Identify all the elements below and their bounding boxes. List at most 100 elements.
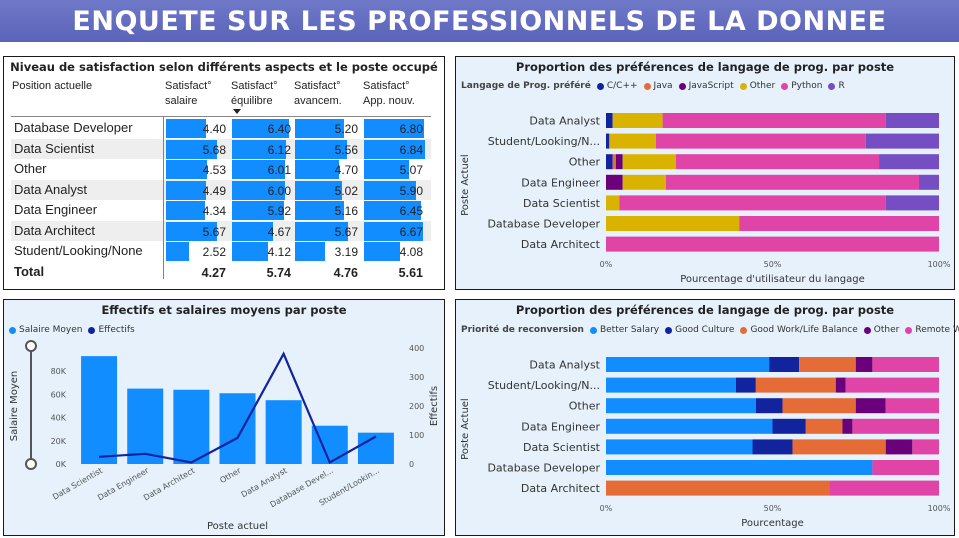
bar-segment-good-culture[interactable] xyxy=(769,357,800,372)
sort-arrow-icon[interactable] xyxy=(233,109,241,114)
bar-segment-other[interactable] xyxy=(855,357,873,372)
bar-segment-python[interactable] xyxy=(665,174,920,190)
cell-value: 4.70 xyxy=(334,163,358,177)
bar-segment-other[interactable] xyxy=(855,398,886,414)
column-header-satisfaction-balance[interactable]: Satisfact° équilibre xyxy=(231,80,278,107)
y-tick-label: 40K xyxy=(51,414,67,423)
headcount-line[interactable] xyxy=(99,351,377,465)
table-row[interactable]: Other 4.53 6.01 4.70 5.07 xyxy=(11,159,431,180)
legend-item-r[interactable]: R xyxy=(828,81,845,91)
legend-item-effectifs[interactable]: Effectifs xyxy=(88,325,135,335)
table-row[interactable]: Data Scientist 5.68 6.12 5.56 6.84 xyxy=(11,138,431,159)
bar-segment-python[interactable] xyxy=(662,113,886,128)
column-header-satisfaction-new-app[interactable]: Satisfact° App. nouv. xyxy=(363,80,415,107)
bar-segment-javascript[interactable] xyxy=(606,174,623,190)
legend-item-remote-work[interactable]: Remote Work xyxy=(905,325,959,335)
salary-bar[interactable] xyxy=(173,389,210,464)
bar-segment-c-c[interactable] xyxy=(606,113,613,128)
column-header-satisfaction-advancement[interactable]: Satisfact° avancem. xyxy=(294,80,342,107)
table-total-row[interactable]: Total 4.27 5.74 4.76 5.61 xyxy=(11,262,431,283)
bar-segment-other[interactable] xyxy=(612,113,663,128)
bar-segment-remote-work[interactable] xyxy=(852,418,939,434)
legend-item-python[interactable]: Python xyxy=(781,81,822,91)
bar-segment-r[interactable] xyxy=(865,133,939,149)
legend-item-java[interactable]: Java xyxy=(643,81,673,91)
bar-segment-python[interactable] xyxy=(655,133,866,149)
satisfaction-table-title: Niveau de satisfaction selon différents … xyxy=(10,60,438,74)
bar-segment-better-salary[interactable] xyxy=(606,357,770,372)
column-header-position[interactable]: Position actuelle xyxy=(12,80,93,92)
bar-segment-javascript[interactable] xyxy=(615,154,623,170)
legend-item-salaire-moyen[interactable]: Salaire Moyen xyxy=(9,325,82,335)
salary-bar[interactable] xyxy=(127,388,164,464)
table-row[interactable]: Database Developer 4.40 6.40 5.20 6.80 xyxy=(11,118,431,139)
bar-segment-r[interactable] xyxy=(885,113,939,128)
bar-segment-good-culture[interactable] xyxy=(752,439,793,455)
data-bar xyxy=(232,160,286,179)
bar-segment-good-work-life-balance[interactable] xyxy=(782,398,856,414)
legend-item-javascript[interactable]: JavaScript xyxy=(678,81,734,91)
table-cell: 5.07 xyxy=(364,160,426,179)
bar-segment-other[interactable] xyxy=(622,174,666,190)
bar-segment-python[interactable] xyxy=(606,236,939,252)
bar-segment-other[interactable] xyxy=(609,133,656,149)
legend-item-good-culture[interactable]: Good Culture xyxy=(665,325,734,335)
data-bar xyxy=(232,221,274,241)
data-bar xyxy=(364,221,424,241)
bar-segment-r[interactable] xyxy=(885,195,939,211)
bar-segment-other[interactable] xyxy=(622,154,676,170)
bar-segment-good-culture[interactable] xyxy=(735,377,756,393)
bar-segment-other[interactable] xyxy=(885,439,913,455)
bar-segment-better-salary[interactable] xyxy=(606,439,753,455)
bar-segment-r[interactable] xyxy=(879,154,939,170)
legend-item-c-c[interactable]: C/C++ xyxy=(596,81,638,91)
bar-segment-python[interactable] xyxy=(739,216,939,231)
bar-segment-c-c[interactable] xyxy=(606,154,613,170)
bar-segment-other[interactable] xyxy=(606,216,740,231)
data-bar xyxy=(166,180,207,200)
bar-segment-good-work-life-balance[interactable] xyxy=(755,377,836,393)
bar-segment-good-work-life-balance[interactable] xyxy=(792,439,886,455)
bar-segment-good-work-life-balance[interactable] xyxy=(805,418,843,434)
bar-segment-good-work-life-balance[interactable] xyxy=(799,357,856,372)
salary-bar[interactable] xyxy=(219,393,256,464)
bar-segment-remote-work[interactable] xyxy=(829,480,939,496)
legend-item-other[interactable]: Other xyxy=(863,325,899,335)
salary-bar[interactable] xyxy=(265,400,302,464)
bar-segment-other[interactable] xyxy=(835,377,846,393)
bar-segment-good-work-life-balance[interactable] xyxy=(606,480,830,496)
bar-segment-better-salary[interactable] xyxy=(606,377,736,393)
salary-bar[interactable] xyxy=(81,356,118,464)
column-header-satisfaction-salary[interactable]: Satisfact° salaire xyxy=(165,80,212,107)
range-slider-handle-top[interactable] xyxy=(25,340,37,352)
bar-segment-good-culture[interactable] xyxy=(772,418,806,434)
bar-segment-remote-work[interactable] xyxy=(872,460,939,475)
bar-segment-other[interactable] xyxy=(842,418,853,434)
salary-bar[interactable] xyxy=(357,432,394,464)
legend-item-better-salary[interactable]: Better Salary xyxy=(589,325,659,335)
bar-segment-python[interactable] xyxy=(619,195,886,211)
bar-segment-good-culture[interactable] xyxy=(755,398,783,414)
bar-segment-remote-work[interactable] xyxy=(872,357,939,372)
legend-item-good-work-life-balance[interactable]: Good Work/Life Balance xyxy=(740,325,858,335)
table-row[interactable]: Data Architect 5.67 4.67 5.67 6.67 xyxy=(11,220,431,241)
bar-segment-better-salary[interactable] xyxy=(606,398,756,414)
table-row[interactable]: Data Engineer 4.34 5.92 5.16 6.45 xyxy=(11,200,431,221)
bar-segment-remote-work[interactable] xyxy=(845,377,939,393)
bar-segment-remote-work[interactable] xyxy=(912,439,939,455)
bar-segment-python[interactable] xyxy=(675,154,880,170)
bar-segment-other[interactable] xyxy=(606,195,620,211)
bar-segment-better-salary[interactable] xyxy=(606,460,873,475)
range-slider-handle-bottom[interactable] xyxy=(25,458,37,470)
table-cell: 6.12 xyxy=(232,139,294,159)
legend-item-other[interactable]: Other xyxy=(739,81,775,91)
table-row[interactable]: Student/Looking/None 2.52 4.12 3.19 4.08 xyxy=(11,241,431,262)
bar-segment-java[interactable] xyxy=(612,154,616,170)
bar-segment-r[interactable] xyxy=(919,174,939,190)
bar-segment-remote-work[interactable] xyxy=(885,398,939,414)
bar-segment-c-c[interactable] xyxy=(606,133,610,149)
table-row[interactable]: Data Analyst 4.49 6.00 5.02 5.90 xyxy=(11,179,431,200)
bar-segment-better-salary[interactable] xyxy=(606,418,773,434)
category-label: Data Engineer xyxy=(521,420,600,433)
data-bar xyxy=(166,242,189,261)
